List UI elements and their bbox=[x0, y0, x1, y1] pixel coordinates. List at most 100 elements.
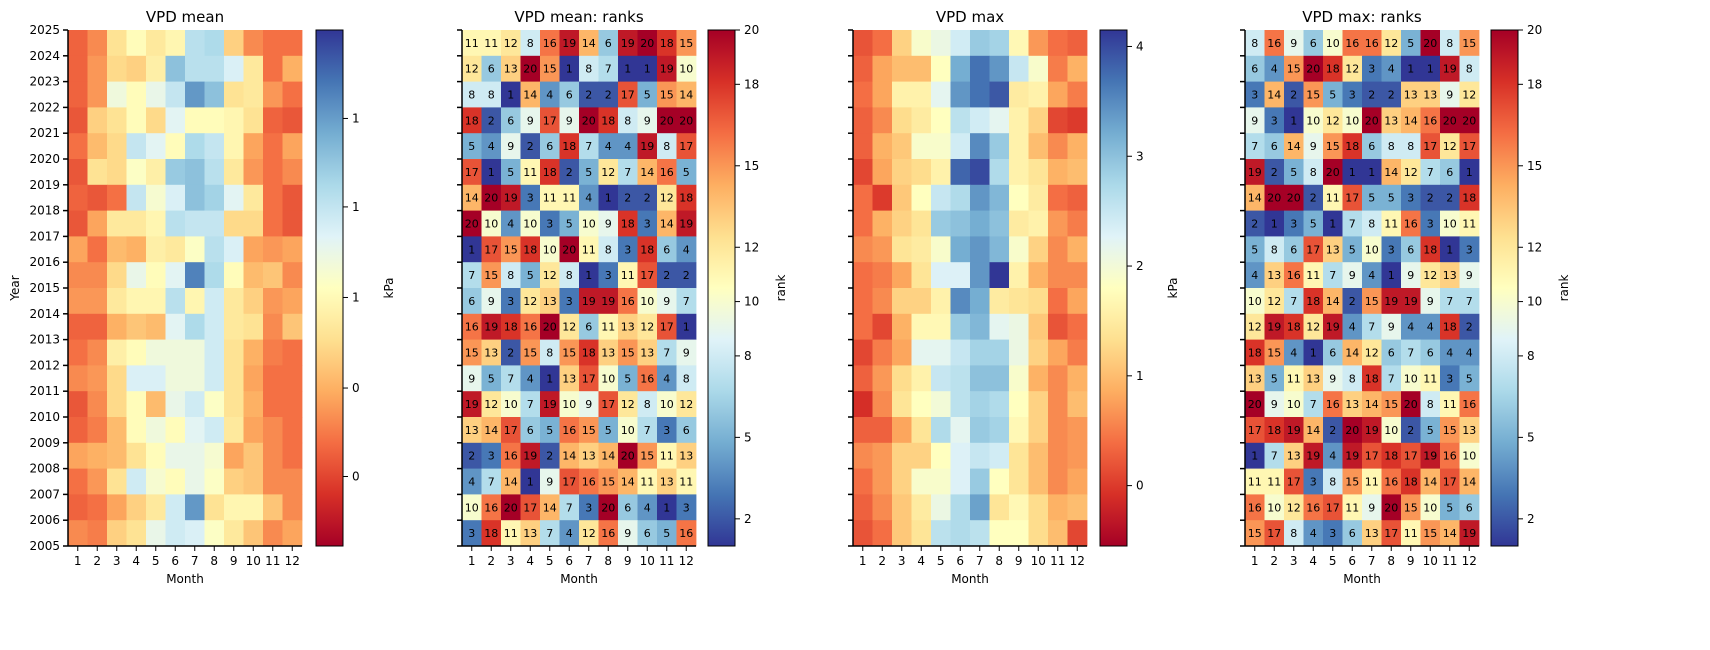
heatmap-cell bbox=[1381, 468, 1402, 495]
heatmap-cell bbox=[282, 133, 303, 160]
heatmap-cell bbox=[676, 133, 697, 160]
cell-value-label: 15 bbox=[1423, 527, 1437, 540]
cell-value-label: 14 bbox=[1384, 166, 1398, 179]
heatmap-cell bbox=[637, 313, 658, 340]
y-tick-label: 2020 bbox=[29, 152, 60, 166]
cell-value-label: 13 bbox=[1462, 424, 1476, 437]
heatmap-cell bbox=[559, 30, 580, 57]
cell-value-label: 20 bbox=[1287, 192, 1301, 205]
heatmap-cell bbox=[911, 262, 932, 289]
cell-value-label: 3 bbox=[1446, 372, 1453, 385]
heatmap-cell bbox=[676, 236, 697, 263]
cell-value-label: 10 bbox=[1326, 37, 1340, 50]
cell-value-label: 3 bbox=[527, 192, 534, 205]
heatmap-cell bbox=[989, 159, 1010, 186]
heatmap-cell bbox=[1067, 81, 1088, 108]
cell-value-label: 17 bbox=[1267, 527, 1281, 540]
cell-value-label: 11 bbox=[1248, 476, 1262, 489]
heatmap-cell bbox=[146, 262, 166, 289]
heatmap-cell bbox=[1264, 107, 1285, 134]
heatmap-cell bbox=[1323, 30, 1343, 57]
heatmap-cell bbox=[1420, 391, 1441, 418]
cell-value-label: 17 bbox=[1423, 140, 1437, 153]
cell-value-label: 8 bbox=[488, 89, 495, 102]
x-tick-label: 8 bbox=[995, 554, 1003, 568]
heatmap-cell bbox=[282, 520, 303, 547]
cell-value-label: 18 bbox=[465, 114, 479, 127]
heatmap-cell bbox=[462, 81, 482, 108]
heatmap-cell bbox=[1323, 313, 1343, 340]
cell-value-label: 18 bbox=[1345, 140, 1359, 153]
heatmap-cell bbox=[1028, 184, 1049, 211]
heatmap-cell bbox=[462, 313, 482, 340]
heatmap-cell bbox=[1342, 520, 1363, 547]
heatmap-cell bbox=[1323, 417, 1343, 444]
heatmap-cell bbox=[282, 365, 303, 392]
heatmap-cell bbox=[970, 339, 990, 366]
heatmap-cell bbox=[950, 468, 971, 495]
heatmap-cell bbox=[911, 30, 932, 57]
heatmap-cell bbox=[853, 520, 873, 547]
heatmap-cell bbox=[87, 339, 108, 366]
x-tick-label: 4 bbox=[526, 554, 534, 568]
heatmap-cell bbox=[637, 365, 658, 392]
heatmap-cell bbox=[1440, 391, 1460, 418]
heatmap-cell bbox=[126, 468, 147, 495]
cell-value-label: 16 bbox=[621, 295, 635, 308]
cell-value-label: 12 bbox=[465, 63, 479, 76]
heatmap-cell bbox=[540, 236, 560, 263]
heatmap-cell bbox=[657, 210, 677, 237]
cell-value-label: 14 bbox=[660, 218, 674, 231]
cell-value-label: 6 bbox=[1271, 140, 1278, 153]
heatmap-cell bbox=[1067, 159, 1088, 186]
cell-value-label: 12 bbox=[660, 192, 674, 205]
heatmap-cell bbox=[1245, 55, 1265, 82]
heatmap-cell bbox=[68, 55, 88, 82]
cell-value-label: 8 bbox=[1466, 63, 1473, 76]
heatmap-cell bbox=[872, 184, 893, 211]
heatmap-cell bbox=[1009, 107, 1029, 134]
heatmap-cell bbox=[1245, 339, 1265, 366]
cell-value-label: 1 bbox=[1427, 63, 1434, 76]
cell-value-label: 10 bbox=[1365, 243, 1379, 256]
cell-value-label: 7 bbox=[507, 372, 514, 385]
cell-value-label: 7 bbox=[1407, 347, 1414, 360]
heatmap-cell bbox=[598, 417, 619, 444]
heatmap-cell bbox=[146, 313, 166, 340]
heatmap-cell bbox=[520, 81, 541, 108]
heatmap-cell bbox=[481, 365, 502, 392]
heatmap-cell bbox=[540, 339, 560, 366]
heatmap-cell bbox=[598, 107, 619, 134]
cell-value-label: 5 bbox=[1388, 192, 1395, 205]
heatmap-cell bbox=[657, 468, 677, 495]
cell-value-label: 1 bbox=[663, 501, 670, 514]
heatmap-cell bbox=[462, 468, 482, 495]
cell-value-label: 14 bbox=[1404, 114, 1418, 127]
heatmap-cell bbox=[185, 339, 205, 366]
cell-value-label: 5 bbox=[1466, 372, 1473, 385]
x-tick-label: 10 bbox=[1031, 554, 1046, 568]
heatmap-cell bbox=[872, 81, 893, 108]
heatmap-cell bbox=[618, 365, 638, 392]
heatmap-cell bbox=[1459, 417, 1480, 444]
heatmap-cell bbox=[637, 520, 658, 547]
heatmap-cell bbox=[1342, 30, 1363, 57]
heatmap-cell bbox=[501, 417, 521, 444]
heatmap-cell bbox=[637, 107, 658, 134]
cell-value-label: 18 bbox=[601, 114, 615, 127]
heatmap-cell bbox=[911, 288, 932, 315]
cell-value-label: 4 bbox=[1271, 63, 1278, 76]
heatmap-cell bbox=[950, 159, 971, 186]
cell-value-label: 12 bbox=[1345, 63, 1359, 76]
heatmap-cell bbox=[520, 339, 541, 366]
heatmap-cell bbox=[282, 417, 303, 444]
heatmap-cell bbox=[970, 520, 990, 547]
heatmap-cell bbox=[618, 30, 638, 57]
heatmap-cell bbox=[1245, 107, 1265, 134]
heatmap-cell bbox=[657, 313, 677, 340]
cell-value-label: 4 bbox=[1427, 321, 1434, 334]
cell-value-label: 19 bbox=[484, 321, 498, 334]
heatmap-cell bbox=[126, 417, 147, 444]
cell-value-label: 16 bbox=[1384, 476, 1398, 489]
heatmap-cell bbox=[282, 30, 303, 57]
